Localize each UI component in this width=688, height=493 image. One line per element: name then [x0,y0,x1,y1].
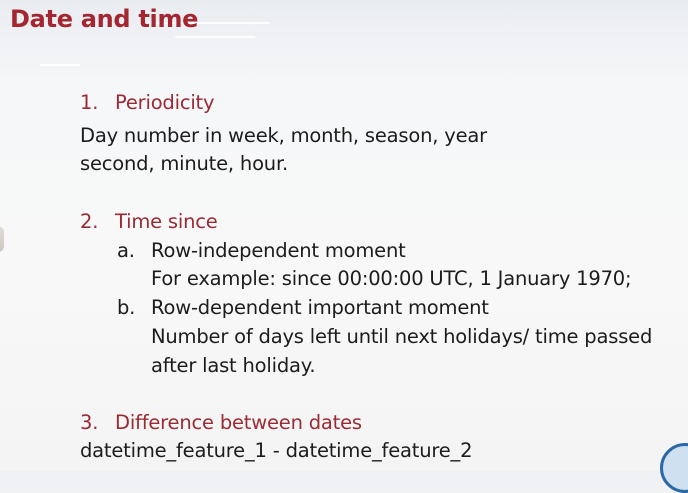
section-3-heading: 3. Difference between dates [80,409,362,437]
header-decoration [150,22,270,24]
header-decoration [175,36,255,38]
section-2-heading: 2. Time since [80,208,218,236]
corner-logo-decoration [660,443,688,493]
section-2-item-a: a. Row-independent moment [117,237,406,265]
section-2-item-b-body-line-1: Number of days left until next holidays/… [151,325,653,348]
section-2-item-b: b. Row-dependent important moment [117,294,489,322]
header-decoration [40,64,80,66]
section-3-body-line-1: datetime_feature_1 - datetime_feature_2 [80,439,473,462]
section-2-title: Time since [115,210,218,233]
left-edge-decoration [0,226,4,252]
section-2-item-a-body-line-1: For example: since 00:00:00 UTC, 1 Janua… [151,267,632,290]
section-1-body-line-2: second, minute, hour. [80,152,288,175]
section-2-item-b-letter: b. [117,296,136,319]
section-2-item-a-title: Row-independent moment [151,239,406,262]
header-band [0,0,688,82]
section-1-title: Periodicity [115,91,215,114]
section-1-number: 1. [80,91,99,114]
section-1-heading: 1. Periodicity [80,89,215,117]
section-3-number: 3. [80,411,99,434]
section-2-number: 2. [80,210,99,233]
section-2-item-a-letter: a. [117,239,135,262]
section-3-title: Difference between dates [115,411,362,434]
slide-title: Date and time [10,5,199,33]
section-2-item-b-title: Row-dependent important moment [151,296,489,319]
section-1-body-line-1: Day number in week, month, season, year [80,124,487,147]
section-2-item-b-body-line-2: after last holiday. [151,354,316,377]
